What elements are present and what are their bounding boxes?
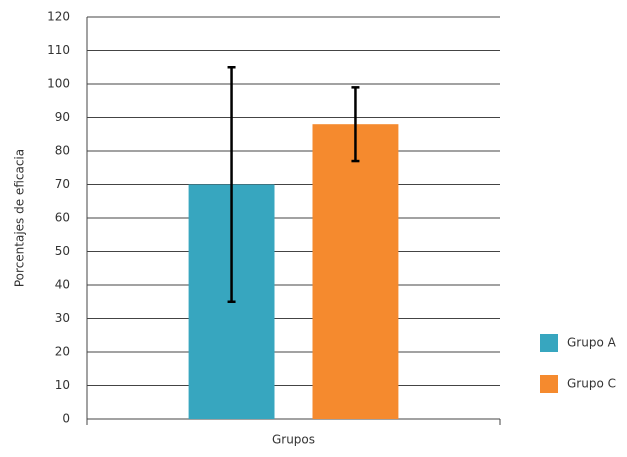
error-bar <box>227 66 236 303</box>
legend-swatch <box>540 375 558 393</box>
y-tick-label: 50 <box>55 244 70 258</box>
y-tick-label: 100 <box>47 77 70 91</box>
error-bar <box>351 86 360 163</box>
y-tick-label: 10 <box>55 378 70 392</box>
legend-label: Grupo C <box>567 377 616 391</box>
y-tick-label: 70 <box>55 177 70 191</box>
y-tick-label: 90 <box>55 110 70 124</box>
y-tick-label: 20 <box>55 345 70 359</box>
y-axis-label: Porcentajes de eficacia <box>13 149 27 287</box>
y-tick-label: 120 <box>47 10 70 24</box>
x-tick-label: Grupos <box>272 433 315 447</box>
y-tick-label: 0 <box>62 412 70 426</box>
legend-swatch <box>540 334 558 352</box>
bar <box>312 124 399 419</box>
y-tick-label: 80 <box>55 144 70 158</box>
y-tick-label: 40 <box>55 278 70 292</box>
y-tick-label: 110 <box>47 43 70 57</box>
legend-label: Grupo A <box>567 336 617 350</box>
y-tick-label: 30 <box>55 311 70 325</box>
y-tick-label: 60 <box>55 211 70 225</box>
